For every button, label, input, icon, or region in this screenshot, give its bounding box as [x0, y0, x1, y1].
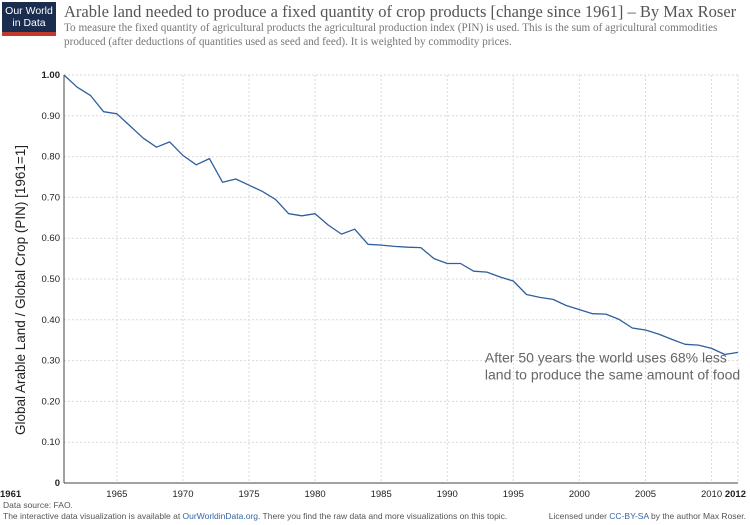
x-tick-label: 2000: [569, 489, 590, 500]
footer-left: Data source: FAO. The interactive data v…: [3, 500, 507, 522]
axes: [63, 75, 738, 484]
x-tick-label: 1990: [437, 489, 458, 500]
availability-prefix: The interactive data visualization is av…: [3, 511, 183, 521]
license-prefix: Licensed under: [548, 511, 610, 521]
x-tick-labels: 1961 1965 1970 1975 1980 1985 1990 1995 2000 2005…: [0, 489, 746, 500]
y-tick-label: 0.90: [42, 111, 61, 122]
y-tick-label: 0.10: [42, 437, 61, 448]
y-tick-label: 0.40: [42, 315, 61, 326]
x-tick-label: 1970: [172, 489, 193, 500]
availability-note: The interactive data visualization is av…: [3, 511, 507, 522]
x-tick-label: 1975: [238, 489, 259, 500]
series-layer: [63, 74, 739, 356]
license-note: Licensed under CC-BY-SA by the author Ma…: [549, 511, 746, 522]
chart-title: Arable land needed to produce a fixed qu…: [64, 2, 737, 21]
data-source: Data source: FAO.: [3, 500, 73, 510]
license-link[interactable]: CC-BY-SA: [609, 511, 649, 521]
grid-lines: [64, 74, 739, 483]
y-tick-label: 0.60: [42, 233, 61, 244]
annotation-line: land to produce the same amount of food: [485, 367, 740, 383]
x-tick-label: 1961: [0, 489, 22, 500]
annotation-line: After 50 years the world uses 68% less: [485, 350, 727, 366]
x-tick-label: 1965: [106, 489, 127, 500]
series-line: [63, 74, 739, 356]
x-tick-label: 2010: [701, 489, 722, 500]
y-tick-label: 0.50: [42, 274, 61, 285]
x-tick-label: 1980: [305, 489, 326, 500]
x-tick-label: 1995: [503, 489, 524, 500]
logo-line-1: Our World: [5, 5, 53, 17]
x-tick-label: 2005: [635, 489, 656, 500]
y-axis-label: Global Arable Land / Global Crop (PIN) […: [13, 145, 28, 435]
y-tick-label: 1.00: [42, 70, 61, 81]
logo-line-2: in Data: [12, 17, 46, 29]
annotation: After 50 years the world uses 68% lessla…: [485, 350, 740, 383]
owid-link[interactable]: OurWorldinData.org: [182, 511, 258, 521]
license-suffix: by the author Max Roser.: [648, 511, 746, 521]
logo-accent-bar: [2, 32, 56, 36]
y-tick-label: 0.70: [42, 192, 61, 203]
x-tick-label: 2012: [725, 489, 746, 500]
y-tick-label: 0.20: [42, 396, 61, 407]
owid-logo: Our World in Data: [2, 2, 56, 36]
y-tick-label: 0.80: [42, 152, 61, 163]
y-tick-label: 0.30: [42, 356, 61, 367]
chart-subtitle: To measure the fixed quantity of agricul…: [64, 22, 718, 48]
y-tick-label: 0: [55, 478, 60, 489]
availability-suffix: . There you find the raw data and more v…: [257, 511, 508, 521]
x-tick-label: 1985: [371, 489, 392, 500]
y-tick-labels: 0 0.10 0.20 0.30 0.40 0.50 0.60 0.70 0.80 0.90 1.0…: [42, 70, 61, 489]
